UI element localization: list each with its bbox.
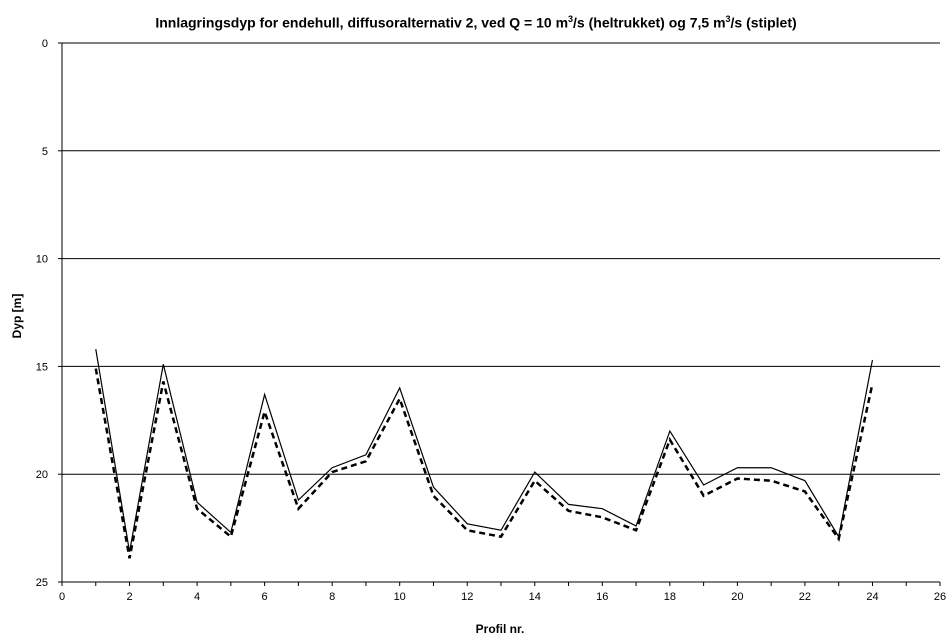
series-line-solid	[95, 349, 874, 552]
y-tick-label: 10	[36, 254, 48, 266]
x-tick-label: 12	[461, 591, 473, 603]
gridlines	[62, 42, 940, 475]
y-tick-label: 5	[42, 146, 48, 158]
x-tick-label: 2	[126, 591, 132, 603]
x-tick-label: 4	[194, 591, 200, 603]
x-tick-label: 6	[262, 591, 268, 603]
x-tick-label: 8	[329, 591, 335, 603]
y-axis-label: Dyp [m]	[10, 294, 24, 339]
series-lines	[94, 349, 874, 559]
y-tick-label: 20	[36, 469, 48, 481]
x-axis-label: Profil nr.	[476, 622, 525, 636]
x-tick-label: 24	[866, 591, 878, 603]
x-tick-label: 10	[394, 591, 406, 603]
y-tick-label: 25	[36, 577, 48, 589]
series-line-dashed	[94, 368, 874, 559]
x-tick-label: 22	[799, 591, 811, 603]
x-tick-label: 26	[934, 591, 946, 603]
x-tick-label: 0	[59, 591, 65, 603]
axes	[58, 42, 941, 586]
x-tick-label: 18	[664, 591, 676, 603]
x-tick-label: 16	[596, 591, 608, 603]
x-tick-label: 20	[731, 591, 743, 603]
y-tick-label: 15	[36, 361, 48, 373]
chart-title: Innlagringsdyp for endehull, diffusoralt…	[155, 14, 797, 31]
x-tick-label: 14	[529, 591, 541, 603]
y-tick-label: 0	[42, 38, 48, 50]
